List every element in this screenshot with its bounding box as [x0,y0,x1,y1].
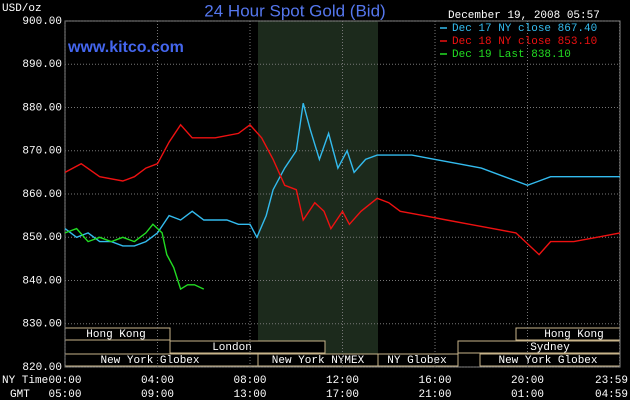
y-tick-label: 830.00 [22,319,62,331]
session-label: New York NYMEX [272,355,365,367]
x-tick-label: 23:59 [595,375,628,387]
x-tick-label: 20:00 [511,375,544,387]
session-box [169,340,326,354]
y-tick-label: 860.00 [22,189,62,201]
x-axis-label: NY Time [2,375,48,387]
x2-tick-label: 04:59 [595,389,628,400]
x2-tick-label: 09:00 [141,389,174,400]
x2-tick-label: 01:00 [511,389,544,400]
session-label: Hong Kong [86,329,145,341]
timestamp: December 19, 2008 05:57 [448,10,600,22]
session-box [377,353,459,367]
series-line [64,223,205,291]
y-tick-label: 900.00 [22,16,62,28]
y-tick-label: 870.00 [22,146,62,158]
x-tick-label: 04:00 [141,375,174,387]
x2-axis-label: GMT [10,389,30,400]
x2-tick-label: 21:00 [418,389,451,400]
x-tick-label: 16:00 [418,375,451,387]
session-label: New York Globex [100,355,199,367]
chart-title: 24 Hour Spot Gold (Bid) [204,1,385,20]
series-line [64,103,620,247]
series-line [64,123,621,256]
x-tick-label: 08:00 [233,375,266,387]
session-label: Sydney [530,342,570,354]
session-label: Hong Kong [544,329,603,341]
y-tick-label: 850.00 [22,232,62,244]
x-tick-label: 00:00 [48,375,81,387]
y-tick-label: 820.00 [22,362,62,374]
session-label: New York Globex [498,355,597,367]
y-tick-label: 890.00 [22,59,62,71]
subtitle: www.kitco.com [67,39,184,56]
y-tick-label: 880.00 [22,102,62,114]
legend-label: Dec 17 NY close 867.40 [452,23,597,35]
x2-tick-label: 13:00 [233,389,266,400]
sessions: Hong Kong London New York Globex New Yor… [64,327,621,367]
y-tick-label: 840.00 [22,275,62,287]
y-axis-label: USD/oz [2,3,42,15]
x2-tick-label: 05:00 [48,389,81,400]
legend-label: Dec 18 NY close 853.10 [452,36,597,48]
x-tick-label: 12:00 [326,375,359,387]
session-label: NY Globex [387,355,447,367]
session-label: London [212,342,252,354]
x2-tick-label: 17:00 [326,389,359,400]
legend-label: Dec 19 Last 838.10 [452,49,571,61]
